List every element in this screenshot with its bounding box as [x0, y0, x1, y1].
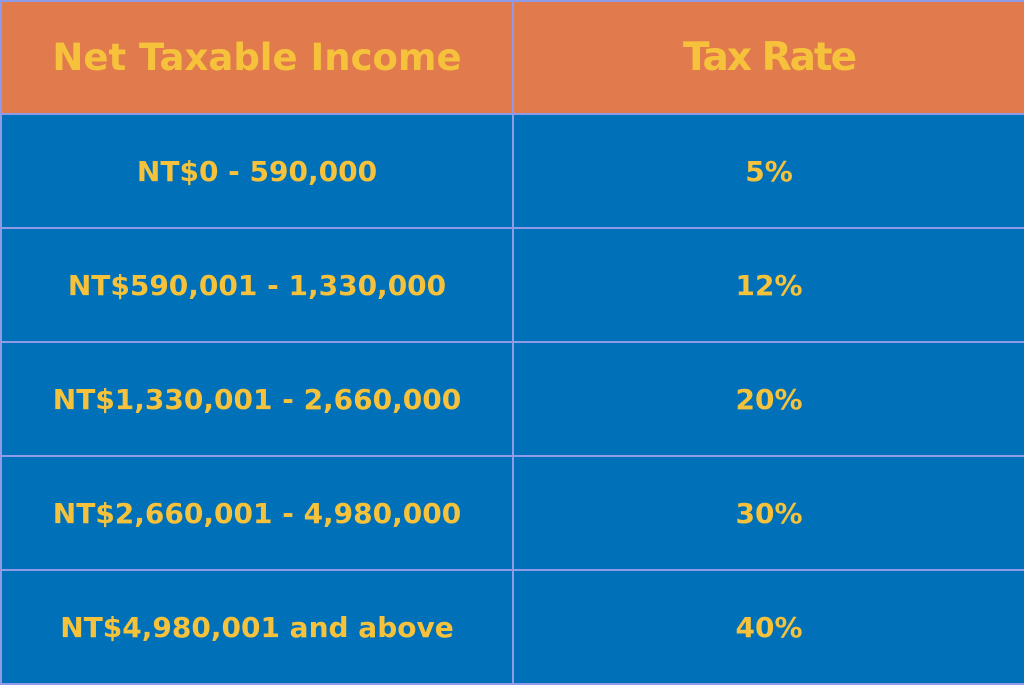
table-header: Net Taxable Income Tax Rate: [0, 0, 1024, 115]
header-row: Net Taxable Income Tax Rate: [0, 0, 1024, 115]
income-bracket-cell: NT$4,980,001 and above: [0, 569, 514, 685]
table-row: NT$0 - 590,000 5%: [0, 113, 1024, 229]
tax-rate-cell: 40%: [512, 569, 1024, 685]
table-row: NT$1,330,001 - 2,660,000 20%: [0, 341, 1024, 457]
income-bracket-cell: NT$590,001 - 1,330,000: [0, 227, 514, 343]
income-bracket-cell: NT$1,330,001 - 2,660,000: [0, 341, 514, 457]
income-bracket-cell: NT$0 - 590,000: [0, 113, 514, 229]
table-row: NT$4,980,001 and above 40%: [0, 569, 1024, 685]
tax-rate-cell: 12%: [512, 227, 1024, 343]
table-row: NT$590,001 - 1,330,000 12%: [0, 227, 1024, 343]
tax-rate-cell: 30%: [512, 455, 1024, 571]
tax-rate-cell: 5%: [512, 113, 1024, 229]
income-bracket-cell: NT$2,660,001 - 4,980,000: [0, 455, 514, 571]
table-row: NT$2,660,001 - 4,980,000 30%: [0, 455, 1024, 571]
table-body: NT$0 - 590,000 5% NT$590,001 - 1,330,000…: [0, 113, 1024, 685]
tax-rate-cell: 20%: [512, 341, 1024, 457]
income-column-header: Net Taxable Income: [0, 0, 514, 115]
rate-column-header: Tax Rate: [512, 0, 1024, 115]
